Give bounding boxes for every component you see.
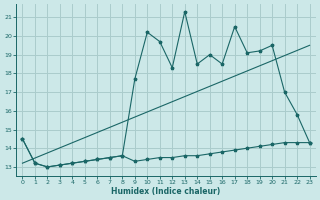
X-axis label: Humidex (Indice chaleur): Humidex (Indice chaleur) <box>111 187 221 196</box>
